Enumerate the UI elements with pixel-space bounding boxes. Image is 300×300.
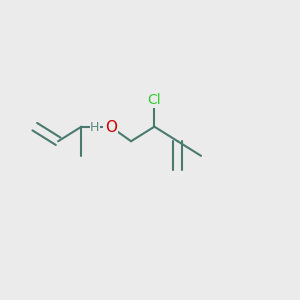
Text: Cl: Cl: [148, 93, 161, 107]
Text: O: O: [105, 120, 117, 135]
Text: H: H: [90, 121, 100, 134]
